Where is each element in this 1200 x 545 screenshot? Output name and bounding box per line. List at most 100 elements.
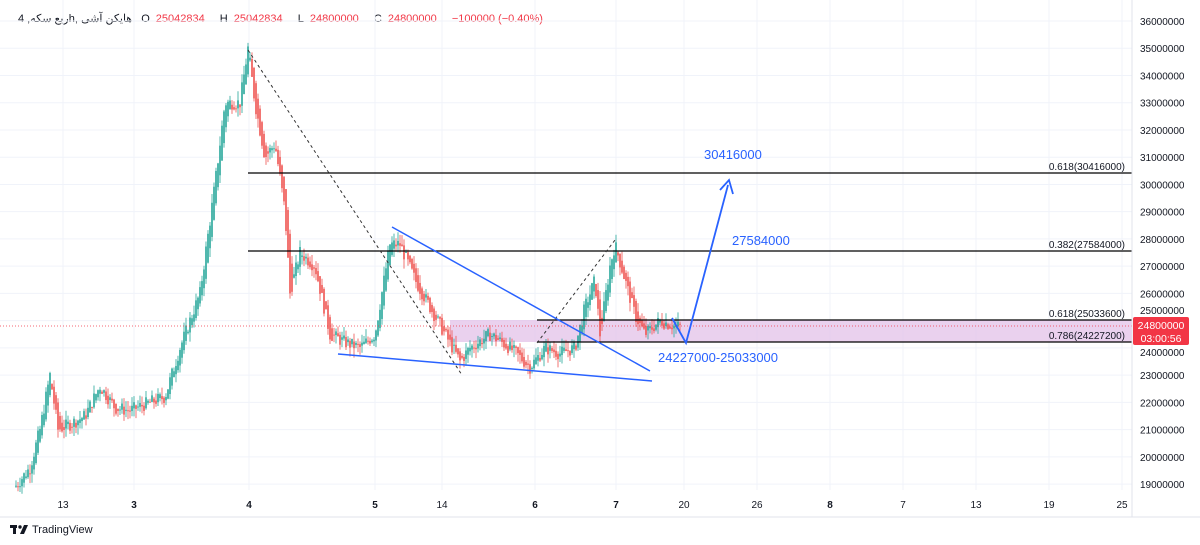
price-tick: 21000000 <box>1140 426 1185 437</box>
candle <box>403 245 405 260</box>
target-label: 30416000 <box>704 147 762 162</box>
candle <box>475 347 477 350</box>
candle <box>233 107 235 110</box>
candle <box>277 149 279 165</box>
candle <box>245 64 247 85</box>
time-tick: 13 <box>970 500 982 511</box>
time-tick: 4 <box>246 500 252 511</box>
candle <box>645 325 647 335</box>
current-price-badge <box>1133 317 1189 345</box>
fib-zone[interactable] <box>450 320 1132 342</box>
candle <box>183 331 185 351</box>
candle <box>363 341 365 345</box>
candle <box>47 384 49 406</box>
candle <box>101 391 103 394</box>
candle <box>325 301 327 310</box>
close-value: 24800000 <box>387 13 437 25</box>
candle <box>347 339 349 343</box>
candle <box>295 262 297 277</box>
candle <box>617 252 619 256</box>
price-tick: 30000000 <box>1140 180 1185 191</box>
candle <box>83 411 85 420</box>
candle <box>665 322 667 326</box>
candle <box>173 371 175 378</box>
candle <box>393 240 395 249</box>
candles <box>15 42 681 494</box>
candle <box>381 292 383 319</box>
candle <box>365 338 367 343</box>
time-tick: 20 <box>678 500 690 511</box>
candle <box>405 251 407 253</box>
candle <box>599 299 601 337</box>
candle <box>423 293 425 302</box>
candle <box>439 316 441 319</box>
candle <box>565 349 567 352</box>
candle <box>303 256 305 261</box>
candle <box>23 473 25 483</box>
candle <box>309 261 311 268</box>
candle <box>307 257 309 266</box>
candle <box>539 357 541 361</box>
wedge-lower-line[interactable] <box>337 353 653 382</box>
candle <box>463 356 465 361</box>
candle <box>71 426 73 428</box>
candle <box>627 276 629 287</box>
price-tick: 25000000 <box>1140 306 1185 317</box>
candle <box>589 294 591 306</box>
candle <box>57 402 59 430</box>
candle <box>571 345 573 354</box>
candle <box>427 295 429 300</box>
candle <box>479 339 481 347</box>
candle <box>171 368 173 386</box>
projection-arrow[interactable] <box>671 184 729 346</box>
candle <box>477 343 479 349</box>
candle <box>21 479 23 487</box>
dashed-trend-line[interactable] <box>247 49 463 376</box>
candle <box>159 394 161 399</box>
time-axis[interactable]: 13 3 4 5 14 6 7 20 26 8 7 13 19 25 <box>57 500 1128 511</box>
wedge-upper-line[interactable] <box>391 226 651 372</box>
candle <box>287 210 289 258</box>
candle <box>545 343 547 352</box>
candle <box>227 101 229 117</box>
candle <box>79 419 81 423</box>
candle <box>541 354 543 360</box>
candle <box>209 225 211 249</box>
candle <box>421 288 423 300</box>
candle <box>239 104 241 108</box>
candle <box>313 267 315 269</box>
tradingview-logo[interactable]: TradingView <box>10 524 93 536</box>
candle <box>59 416 61 430</box>
candle <box>555 350 557 357</box>
candle <box>557 353 559 360</box>
candle <box>579 324 581 342</box>
candle <box>397 240 399 246</box>
candle <box>333 334 335 336</box>
candle <box>629 281 631 303</box>
candle <box>109 397 111 401</box>
candle <box>559 353 561 357</box>
price-axis[interactable]: 36000000 35000000 34000000 33000000 32000000… <box>1140 17 1185 491</box>
candle <box>497 338 499 340</box>
candle <box>653 328 655 332</box>
candle <box>597 290 599 309</box>
candle <box>115 403 117 414</box>
candle <box>235 108 237 110</box>
symbol-name[interactable]: ربع سکه, 4h, هایکن آشی <box>18 13 133 25</box>
candle <box>417 275 419 291</box>
candle <box>65 419 67 429</box>
candle <box>111 398 113 401</box>
candle <box>137 406 139 408</box>
candle <box>341 337 343 340</box>
candle <box>583 304 585 330</box>
candle <box>323 288 325 314</box>
candle <box>169 377 171 395</box>
candle <box>461 355 463 358</box>
candle <box>293 274 295 278</box>
candle <box>485 331 487 342</box>
candle <box>241 82 243 106</box>
candle <box>217 163 219 188</box>
candle <box>231 104 233 110</box>
candle <box>145 397 147 409</box>
